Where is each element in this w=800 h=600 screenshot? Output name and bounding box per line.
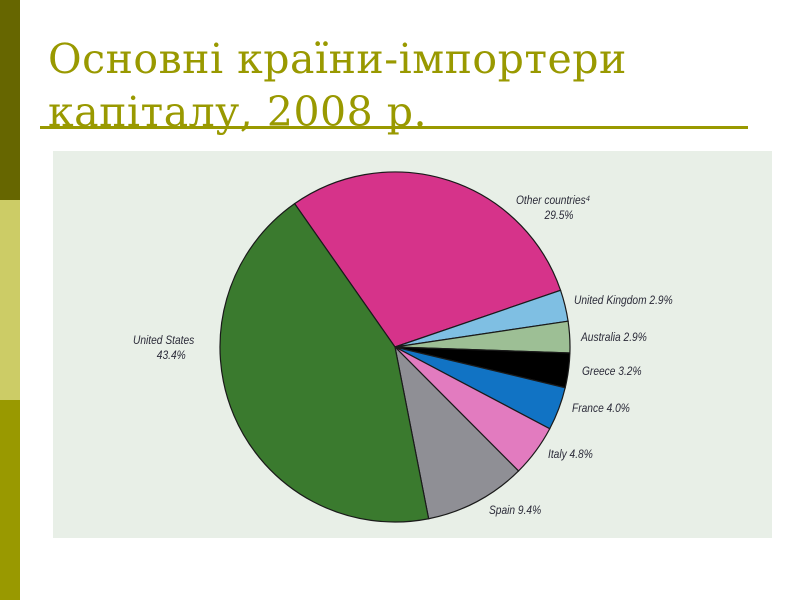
pie-slice-spain [394, 345, 520, 520]
label-france: France 4.0% [572, 401, 630, 415]
label-italy: Italy 4.8% [548, 447, 593, 461]
label-other-name: Other countries⁴ [516, 193, 591, 207]
pie-slice-other-countries [293, 171, 562, 348]
label-other-countries: Other countries⁴ 29.5% [516, 193, 590, 223]
label-us-name: United States [133, 333, 195, 347]
label-us-value: 43.4% [156, 348, 186, 362]
label-greece: Greece 3.2% [582, 364, 642, 378]
pie-slice-united-states [219, 202, 430, 523]
sidebar-accent-bottom [0, 400, 20, 600]
title-underline [40, 126, 748, 129]
label-australia: Australia 2.9% [581, 330, 647, 344]
sidebar-accent-middle [0, 200, 20, 400]
label-united-kingdom: United Kingdom 2.9% [574, 293, 673, 307]
title-line-1: Основні країни-імпортери [48, 35, 627, 83]
label-other-value: 29.5% [544, 208, 574, 222]
label-spain: Spain 9.4% [489, 503, 542, 517]
label-united-states: United States 43.4% [133, 333, 194, 363]
sidebar-accent-top [0, 0, 20, 200]
